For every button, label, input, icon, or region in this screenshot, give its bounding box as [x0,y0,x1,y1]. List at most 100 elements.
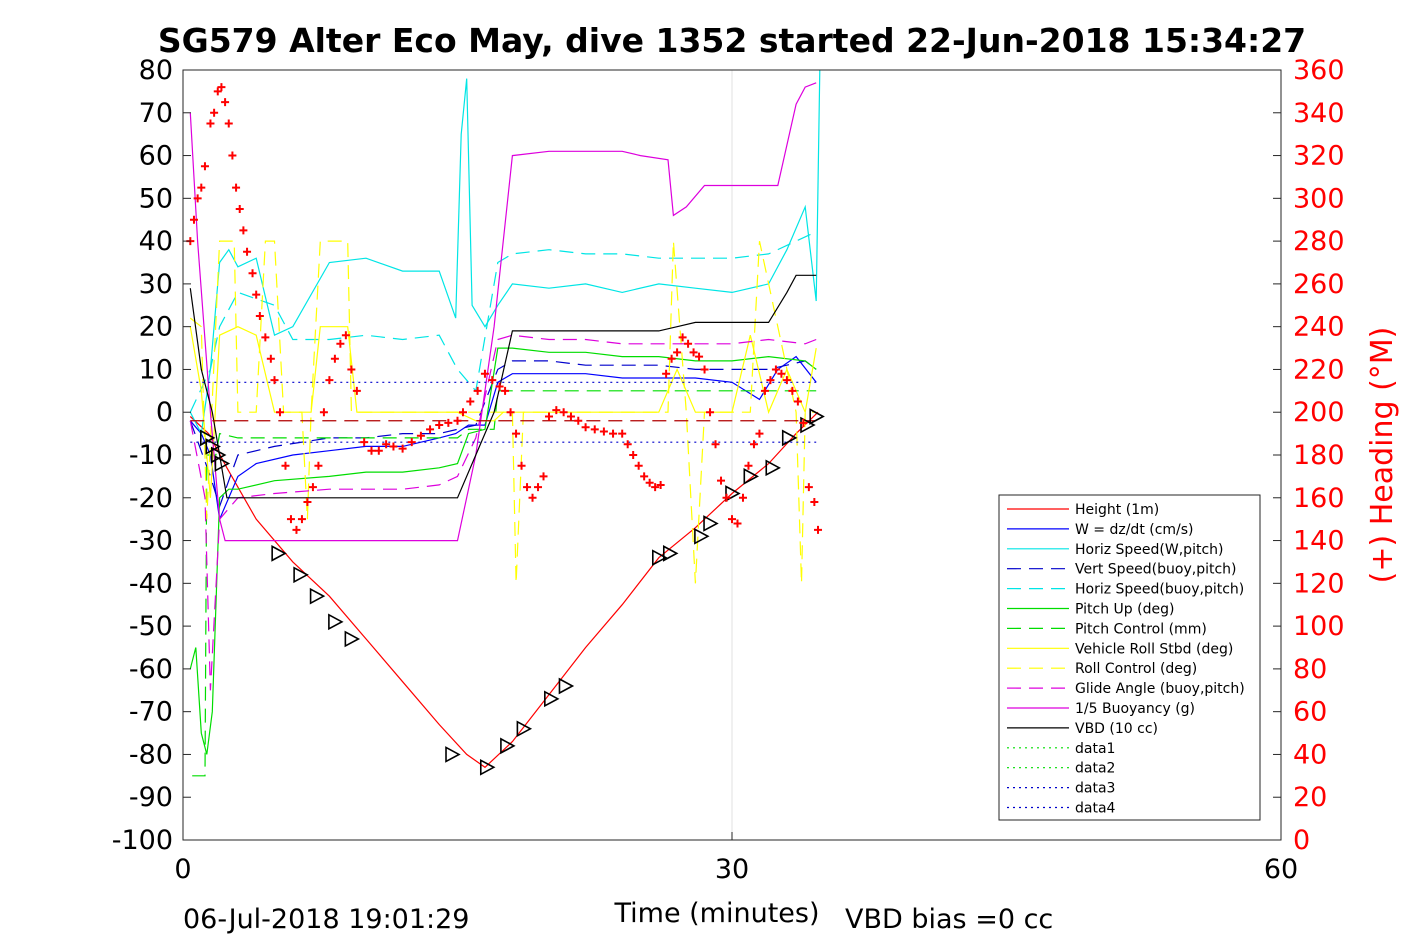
triangle-marker [214,455,231,472]
right-tick-label: 40 [1293,739,1327,770]
legend-label: data4 [1075,801,1116,817]
right-tick-label: 180 [1293,440,1345,471]
heading-point [700,365,709,374]
heading-point [799,418,808,427]
x-tick-label: 60 [1264,854,1298,885]
heading-point [426,425,435,434]
heading-point [722,493,731,502]
triangle-marker [544,690,560,708]
heading-point [581,423,590,432]
left-tick-label: 20 [139,312,173,343]
heading-point [206,119,215,128]
heading-point [319,408,328,417]
heading-point [407,438,416,447]
series-line-12 [189,274,817,499]
left-tick-label: -40 [129,568,173,599]
footer-timestamp: 06-Jul-2018 19:01:29 [183,904,469,935]
heading-point [717,476,726,485]
heading-point [651,483,660,492]
left-tick-label: -10 [129,440,173,471]
heading-point [261,333,270,342]
heading-point [336,339,345,348]
triangle-marker [800,416,816,434]
heading-point [749,440,758,449]
heading-point [788,386,797,395]
heading-point [330,354,339,363]
heading-point [711,440,720,449]
legend: Height (1m) W = dz/dt (cm/s) Horiz Speed(W… [998,494,1261,821]
heading-point [255,311,264,320]
left-tick-label: 50 [139,183,173,214]
heading-point [528,493,537,502]
legend-label: data2 [1075,761,1115,777]
legend-label: VBD (10 cc) [1075,721,1158,737]
heading-point [695,352,704,361]
marker-layer [186,83,825,776]
x-axis: 0 30 60 [174,832,1298,885]
heading-point [286,515,295,524]
series-line-2 [189,355,817,522]
heading-point [545,412,553,421]
heading-point [706,408,715,417]
left-tick-label: -90 [129,782,173,813]
heading-point [275,408,284,417]
heading-point [398,444,407,453]
heading-point [248,269,257,278]
right-tick-label: 160 [1293,483,1345,514]
legend-label: Horiz Speed(W,pitch) [1075,542,1223,558]
legend-label: Glide Angle (buoy,pitch) [1075,681,1245,697]
left-tick-label: -20 [129,483,173,514]
heading-point [618,429,627,438]
heading-point [435,421,444,430]
heading-point [367,446,376,455]
heading-point [609,429,618,438]
triangle-marker [725,485,741,502]
triangle-marker [293,566,309,584]
heading-point [297,515,306,524]
heading-point [810,498,819,507]
right-tick-label: 100 [1293,611,1345,642]
heading-point [189,215,198,224]
heading-point [221,98,230,107]
heading-point [308,483,317,492]
heading-point [566,412,575,421]
triangle-marker [516,720,533,738]
legend-label: Roll Control (deg) [1075,661,1197,677]
heading-point [360,438,369,447]
right-tick-label: 0 [1293,825,1310,856]
heading-point [389,442,398,451]
heading-point [213,87,222,96]
heading-point [210,108,219,117]
triangle-marker [809,408,825,425]
heading-point [303,498,312,507]
heading-point [590,425,599,434]
triangle-marker [703,515,719,532]
left-tick-label: 30 [139,269,173,300]
heading-point [506,408,515,417]
legend-label: data3 [1075,781,1115,797]
left-tick-label: 70 [139,98,173,129]
heading-point [228,151,237,160]
heading-point [728,515,736,524]
heading-point [523,483,532,492]
triangle-marker [344,630,361,648]
right-axis: 3603403203002802602402202001801601401201… [1273,55,1345,856]
right-tick-label: 280 [1293,226,1345,257]
heading-point [501,386,510,395]
heading-point [193,194,202,203]
heading-point [629,451,638,459]
triangle-marker [651,549,668,567]
heading-point [235,205,244,214]
heading-point [458,408,467,417]
series-line-1 [189,411,819,769]
triangle-marker [694,527,710,545]
triangle-marker [309,587,326,605]
heading-point [495,382,504,391]
triangle-marker [445,746,461,763]
legend-label: 1/5 Buoyancy (g) [1075,701,1195,717]
heading-point [488,376,497,385]
x-axis-label: Time (minutes) [613,898,819,929]
footer-vbd-bias: VBD bias =0 cc [845,904,1053,935]
heading-point [662,369,671,378]
heading-point [382,440,391,449]
